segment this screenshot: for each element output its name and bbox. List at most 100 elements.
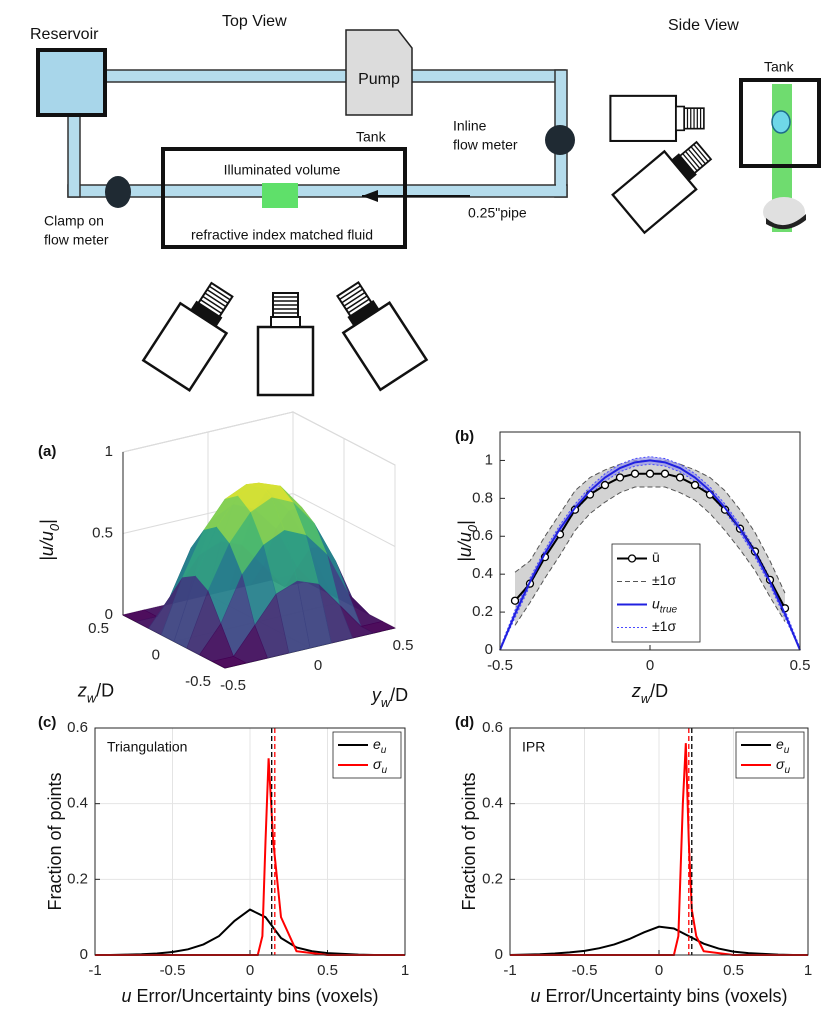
reservoir: [36, 48, 107, 117]
x-axis-label-main: y: [370, 685, 382, 705]
legend-label-main: σ: [776, 756, 785, 772]
y-tick-label: 0.4: [482, 795, 503, 812]
annotation: Triangulation: [107, 739, 187, 755]
camera-part: [686, 108, 702, 129]
legend-label-sub: u: [784, 765, 790, 776]
legend-label-main: σ: [373, 756, 382, 772]
top-view-diagram: Top View Reservoir Pump Tank Inline flow…: [30, 13, 575, 397]
y-tick-label: 0.2: [472, 603, 493, 620]
x-axis-label-sub: w: [641, 691, 652, 706]
x-tick-label: 1: [804, 962, 812, 979]
tank-side: [739, 78, 821, 168]
diagram-label: Reservoir: [30, 26, 99, 43]
diagram-label: flow meter: [44, 232, 109, 248]
x-axis-label-tail: Error/Uncertainty bins (voxels): [540, 986, 787, 1006]
inline-flow-meter: [545, 125, 575, 155]
pipe: [67, 109, 81, 198]
y-tick-label: 0: [495, 946, 503, 963]
x-tick-label: 0.5: [790, 657, 811, 674]
marker: [510, 596, 520, 605]
x-tick-label: 0.5: [723, 962, 744, 979]
line: [95, 758, 405, 956]
legend-marker: [627, 554, 637, 563]
y-tick-label: 0.2: [67, 870, 88, 887]
y-tick-label: 0.6: [67, 719, 88, 736]
legend-label: σu: [373, 756, 387, 776]
camera-part: [339, 285, 370, 314]
z-tick-label: 1: [105, 443, 113, 460]
tank: [161, 147, 407, 249]
x-tick-label: 0.5: [393, 637, 414, 654]
z-axis-label: |u/u0|: [37, 519, 62, 561]
x-tick-label: -0.5: [487, 657, 513, 674]
y-axis-label-main: z: [77, 680, 87, 700]
z-tick-label: 0: [105, 606, 113, 623]
pipe-section: [771, 110, 791, 134]
diagram-label: Illuminated volume: [224, 162, 341, 178]
legend-label-sub: u: [381, 745, 387, 756]
diagram-label: Tank: [356, 129, 387, 145]
y-tick-label: -0.5: [185, 673, 211, 690]
legend-label-main: u: [652, 595, 660, 611]
marker: [645, 469, 655, 478]
z-axis-label-main: |u/u: [37, 531, 57, 561]
panel-label: (c): [38, 714, 56, 731]
clamp-flow-meter: [105, 176, 131, 208]
x-axis-label-tail: Error/Uncertainty bins (voxels): [131, 986, 378, 1006]
x-axis-label-main: u: [121, 986, 131, 1006]
diagram-title: Top View: [222, 13, 287, 30]
y-tick-label: 1: [485, 451, 493, 468]
legend-label-main: e: [776, 736, 784, 752]
camera-part: [682, 143, 709, 172]
camera-part: [256, 325, 315, 397]
flow-arrow-head: [362, 190, 378, 202]
legend-label-sub: u: [784, 745, 790, 756]
panel-label: (b): [455, 428, 474, 445]
diagram-label: flow meter: [453, 137, 518, 153]
y-tick-label: 0: [80, 946, 88, 963]
legend-box: [611, 543, 701, 643]
x-tick-label: 0: [655, 962, 663, 979]
panel-label: (d): [455, 714, 474, 731]
axes-frame: [509, 727, 809, 956]
legend-label: utrue: [652, 595, 678, 615]
x-tick-label: 1: [401, 962, 409, 979]
y-tick-label: 0.5: [88, 620, 109, 637]
x-axis-label-tail: /D: [390, 685, 408, 705]
z-axis-label-sub: 0: [47, 523, 62, 531]
legend-label: eu: [776, 736, 790, 756]
x-tick-label: 0: [246, 962, 254, 979]
x-tick-label: -0.5: [220, 677, 246, 694]
surface-face: [211, 656, 248, 669]
marker: [615, 473, 625, 482]
x-axis-label: zw/D: [631, 681, 668, 706]
y-tick-label: 0.4: [472, 565, 493, 582]
x-tick-label: -0.5: [160, 962, 186, 979]
legend-label-sub: true: [660, 605, 678, 616]
camera-part: [200, 285, 231, 314]
x-axis-label-main: u: [530, 986, 540, 1006]
axes-frame: [499, 431, 801, 651]
y-tick-label: 0.6: [472, 527, 493, 544]
y-tick-label: 0.4: [67, 795, 88, 812]
x-axis-label: u Error/Uncertainty bins (voxels): [530, 986, 787, 1006]
x-axis-label-sub: w: [381, 695, 392, 710]
side-view-diagram: Side View Tank: [609, 17, 821, 235]
x-tick-label: 0: [646, 657, 654, 674]
camera: [141, 281, 234, 393]
line: [509, 925, 808, 956]
legend-label-main: e: [373, 736, 381, 752]
camera-part: [270, 316, 301, 328]
legend-label: eu: [373, 736, 387, 756]
x-tick-label: -0.5: [572, 962, 598, 979]
camera-part: [273, 296, 298, 314]
y-axis-label-sub: 0: [465, 524, 480, 532]
y-tick-label: 0.2: [482, 870, 503, 887]
legend-label: ±1σ: [652, 572, 676, 588]
diagram-label: 0.25"pipe: [468, 205, 527, 221]
x-axis-label: yw/D: [370, 685, 408, 710]
marker: [600, 480, 610, 490]
marker: [675, 473, 685, 482]
x-axis-label-tail: /D: [650, 681, 668, 701]
